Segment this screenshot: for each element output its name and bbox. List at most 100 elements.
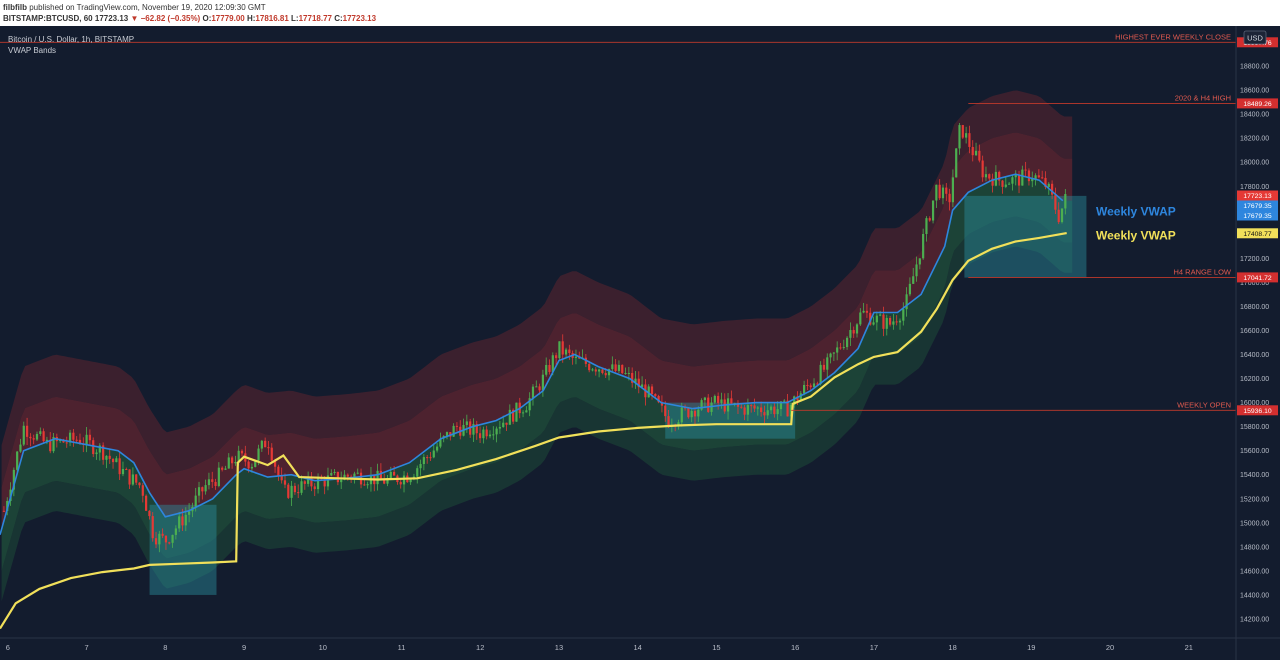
price-tag-label: 17408.77: [1243, 231, 1272, 238]
candle-body: [336, 471, 339, 483]
candle-body: [29, 436, 32, 439]
candle-body: [892, 321, 895, 325]
candle-body: [928, 218, 931, 221]
time-tick-label: 21: [1185, 643, 1193, 652]
candle-body: [1024, 169, 1027, 171]
open-value: 17779.00: [211, 14, 245, 23]
time-tick-label: 6: [6, 643, 10, 652]
candle-body: [95, 452, 98, 455]
range-boxes: [149, 195, 1087, 595]
author[interactable]: filbfilb: [3, 3, 27, 12]
candle-body: [561, 341, 564, 355]
candle-body: [386, 478, 389, 484]
candle-body: [39, 431, 42, 434]
candle-body: [786, 400, 789, 417]
currency-badge[interactable]: USD: [1243, 30, 1267, 45]
candle-body: [819, 364, 822, 384]
candle-body: [743, 407, 746, 415]
candle-body: [869, 312, 872, 325]
candle-body: [809, 385, 812, 388]
vwap-annotation: Weekly VWAP: [1096, 204, 1176, 218]
candle-body: [528, 398, 531, 411]
candle-body: [224, 468, 227, 470]
candle-body: [49, 439, 52, 452]
candle-body: [168, 542, 171, 544]
candle-body: [234, 462, 237, 464]
candle-body: [965, 133, 968, 138]
candle-body: [290, 485, 293, 498]
candle-body: [988, 174, 991, 179]
candle-body: [631, 372, 634, 383]
candle-body: [419, 464, 422, 469]
candle-body: [105, 455, 108, 460]
candle-body: [845, 337, 849, 348]
candle-body: [879, 314, 882, 316]
candle-body: [912, 276, 915, 284]
candle-body: [300, 481, 303, 493]
candle-body: [78, 439, 82, 444]
candle-body: [402, 475, 406, 485]
candle-body: [22, 425, 25, 445]
candle-body: [515, 402, 518, 422]
candle-body: [753, 405, 756, 409]
price-chart[interactable]: HIGHEST EVER WEEKLY CLOSE 2020 & H4 HIGH H…: [0, 26, 1280, 660]
candle-body: [812, 383, 816, 388]
candle-body: [693, 410, 697, 417]
candle-body: [260, 440, 263, 449]
time-tick-label: 18: [948, 643, 956, 652]
candle-body: [247, 461, 250, 469]
candle-body: [621, 364, 624, 374]
last-price: 17723.13: [94, 14, 129, 23]
candle-body: [264, 440, 267, 448]
candle-body: [326, 475, 330, 487]
price-tick-label: 14600.00: [1240, 568, 1269, 575]
candle-body: [908, 283, 912, 295]
time-tick-label: 14: [634, 643, 642, 652]
candle-body: [601, 369, 604, 374]
candle-body: [435, 446, 439, 451]
low-label: L:: [291, 14, 299, 23]
candle-body: [158, 533, 161, 545]
currency-label: USD: [1247, 34, 1263, 43]
candle-body: [1011, 177, 1014, 184]
candle-body: [1060, 208, 1064, 223]
candle-body: [267, 447, 270, 449]
candle-body: [882, 314, 885, 329]
candle-body: [1041, 177, 1044, 179]
candle-body: [730, 398, 733, 404]
range-box: [964, 195, 1087, 278]
candle-body: [416, 468, 419, 477]
candle-body: [948, 193, 951, 203]
candle-body: [502, 422, 505, 428]
candle-body: [75, 439, 78, 441]
price-tag: [1237, 228, 1278, 239]
candle-body: [151, 516, 154, 539]
candle-body: [118, 458, 121, 475]
candle-body: [333, 471, 336, 473]
candle-body: [273, 460, 277, 467]
vwap-annotation: Weekly VWAP: [1096, 229, 1176, 243]
candle-body: [984, 174, 988, 178]
candle-body: [498, 427, 502, 429]
time-tick-label: 17: [870, 643, 878, 652]
candle-body: [558, 341, 561, 359]
candle-body: [217, 467, 220, 487]
candle-body: [822, 364, 826, 370]
price-tag: [1237, 98, 1278, 109]
candle-body: [717, 395, 720, 403]
candle-body: [310, 476, 313, 487]
candle-body: [297, 492, 300, 494]
price-tag: [1237, 190, 1278, 201]
time-tick-label: 20: [1106, 643, 1114, 652]
price-tag-label: 18489.26: [1243, 101, 1272, 108]
price-tag-label: 17679.35: [1243, 213, 1272, 220]
candle-body: [756, 407, 759, 409]
candle-body: [65, 442, 68, 444]
price-tick-label: 17200.00: [1240, 256, 1269, 263]
candle-body: [852, 330, 855, 334]
candle-body: [1027, 170, 1031, 182]
legend-indicator[interactable]: VWAP Bands: [8, 46, 57, 55]
time-axis[interactable]: 6 7 8 9 10 11 12 13 14 15 16 17 18 19 20 21: [0, 637, 1280, 652]
time-tick-label: 9: [242, 643, 246, 652]
